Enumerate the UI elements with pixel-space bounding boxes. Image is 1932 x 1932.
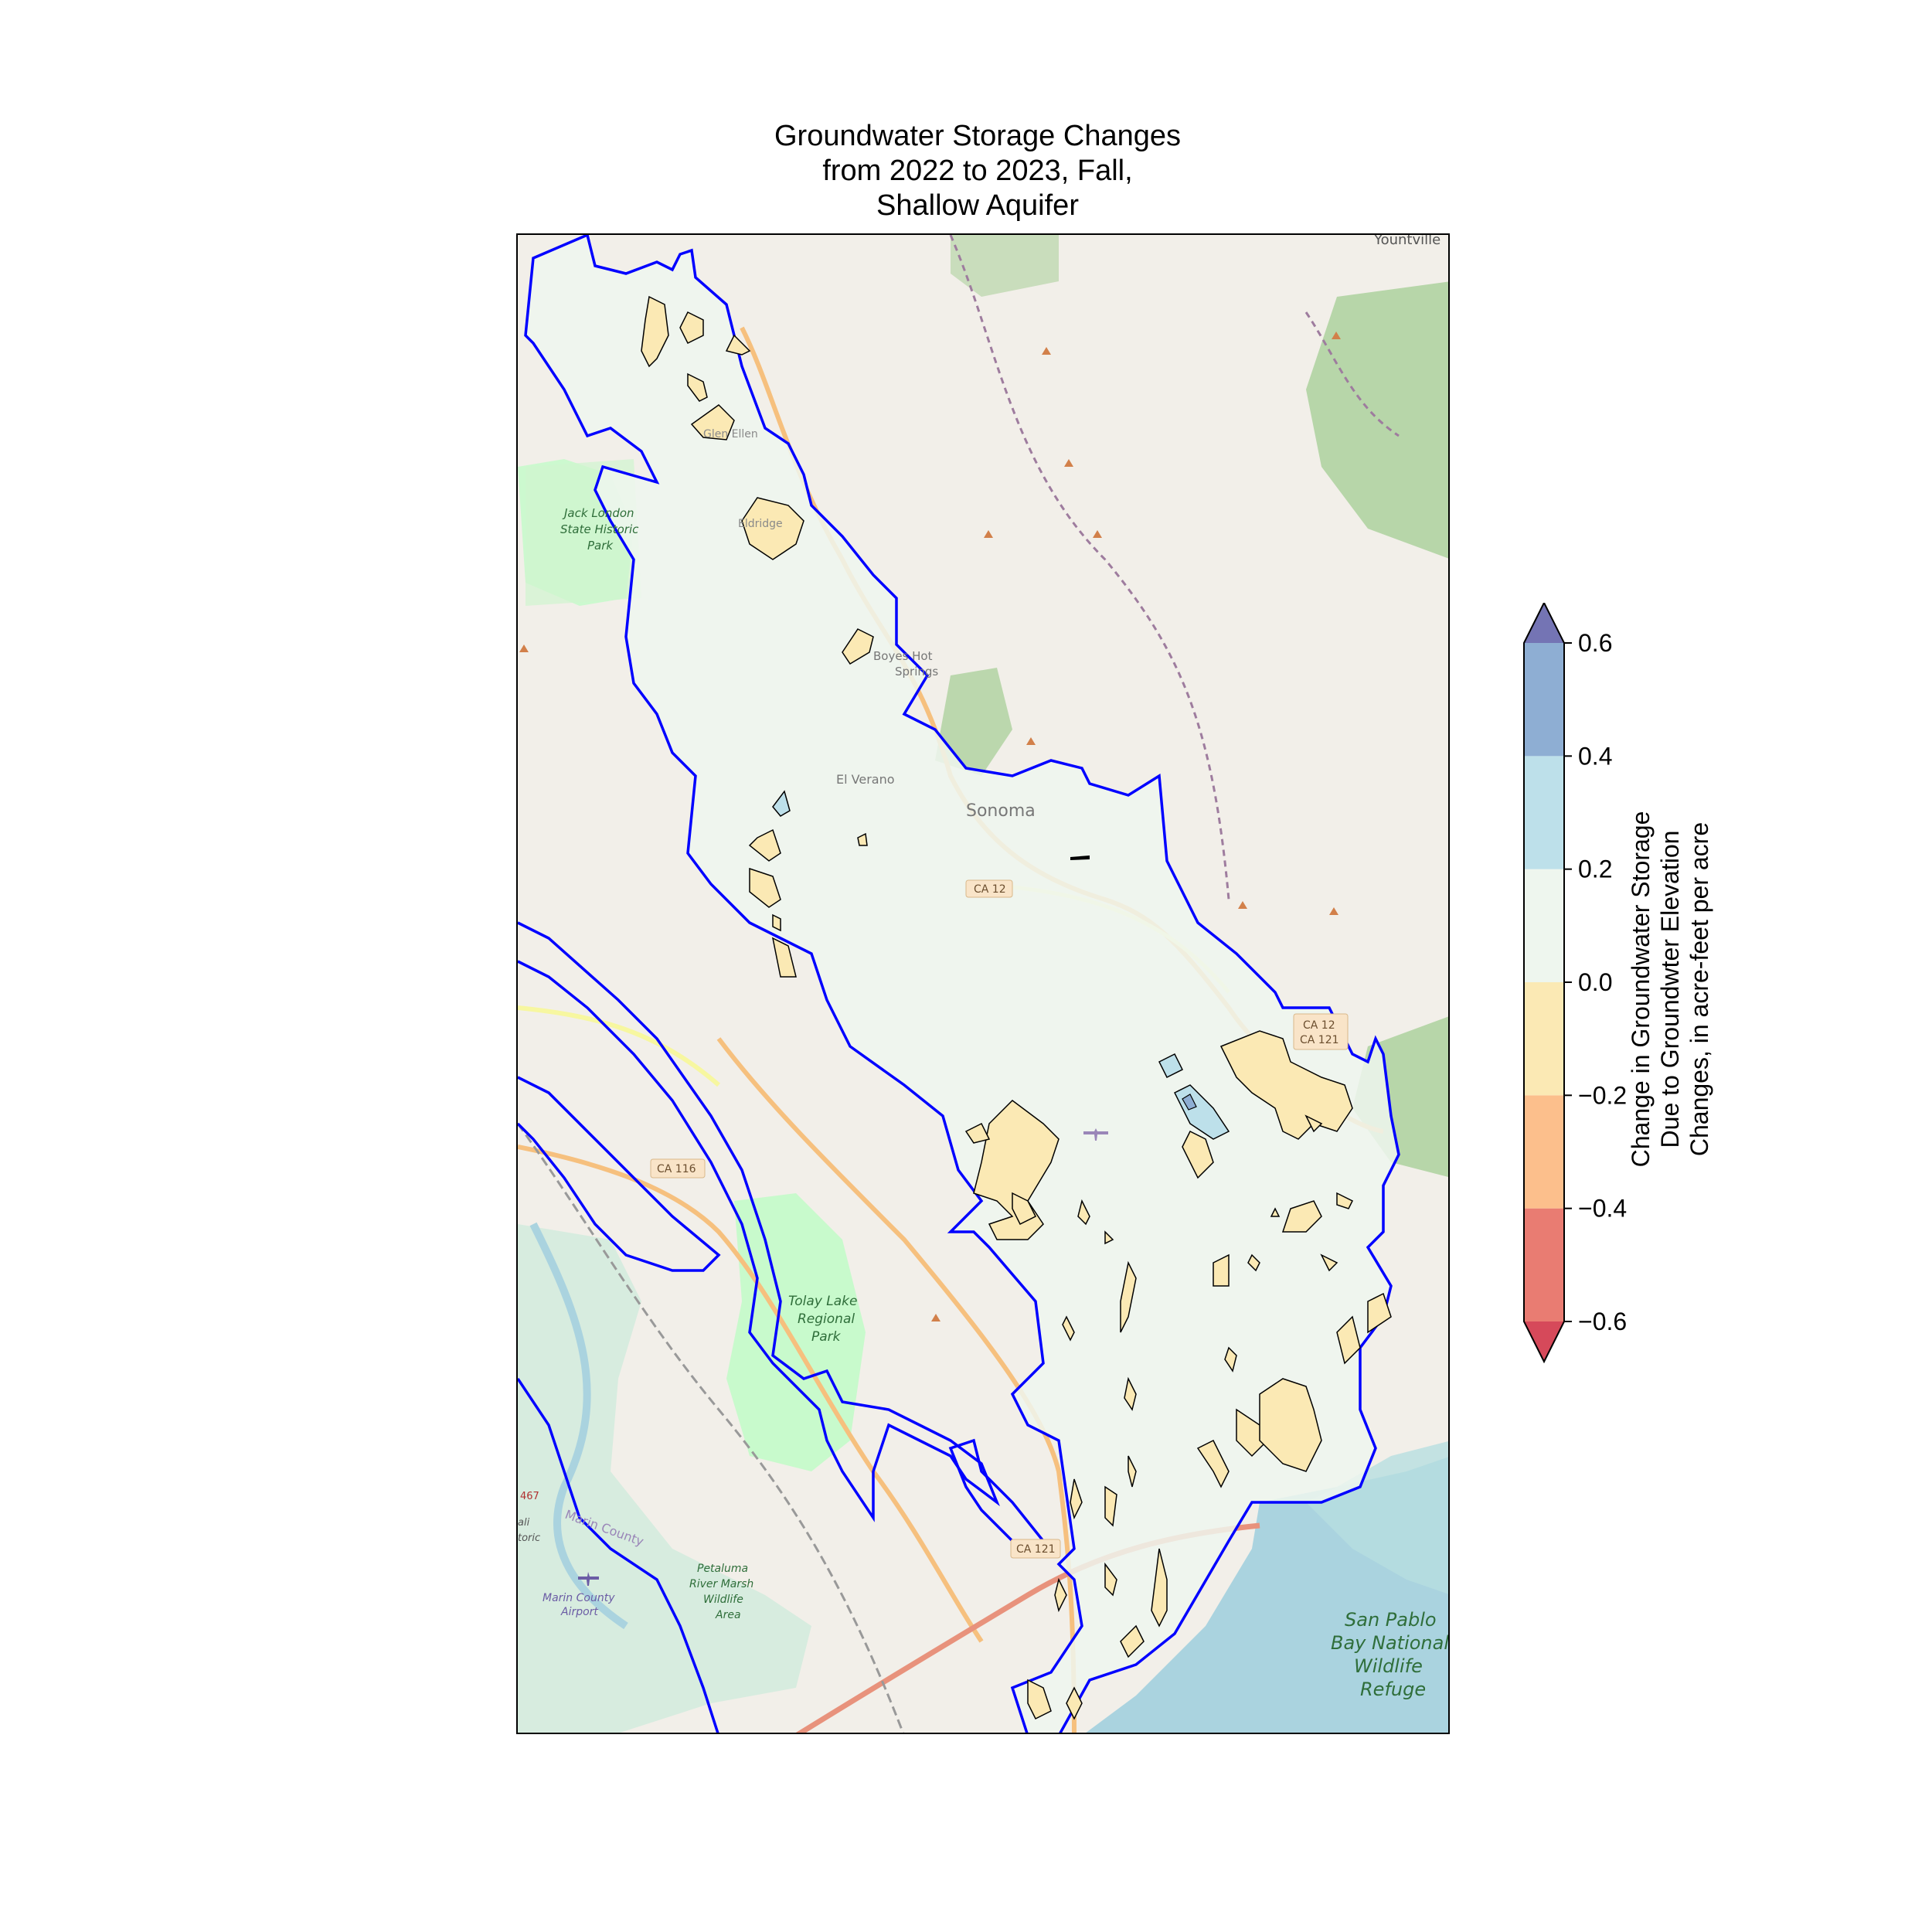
label-ca116: CA 116 xyxy=(657,1163,696,1175)
subbasin-west-boundary-1 xyxy=(518,921,1000,1522)
label-tolay-3: Park xyxy=(811,1329,842,1345)
colorbar-label-line-1: Change in Groundwater Storage xyxy=(1627,811,1655,1168)
label-petaluma-2: River Marsh xyxy=(689,1578,753,1590)
railroad xyxy=(518,1123,905,1733)
colorbar-segment xyxy=(1524,1208,1564,1321)
shield-ca12: CA 12 xyxy=(965,879,1013,898)
colorbar: 0.6 0.4 0.2 0.0 −0.2 −0.4 −0.6 Change in Groun… xyxy=(1523,603,1713,1364)
forest-north xyxy=(951,235,1059,297)
label-san-pablo-1: San Pablo xyxy=(1345,1609,1437,1631)
county-border xyxy=(949,235,1230,900)
colorbar-segment xyxy=(1524,869,1564,982)
bay-marsh-east xyxy=(1306,1441,1448,1594)
colorbar-ticks: 0.6 0.4 0.2 0.0 −0.2 −0.4 −0.6 xyxy=(1564,629,1627,1335)
petaluma-river xyxy=(529,1222,628,1630)
label-marin-airport-1: Marin County xyxy=(543,1592,615,1604)
label-san-pablo-4: Refuge xyxy=(1360,1679,1426,1700)
title-line-3: Shallow Aquifer xyxy=(876,189,1079,222)
subbasin-main-boundary xyxy=(524,235,1400,1733)
airport-icon-sonoma xyxy=(1083,1128,1108,1141)
shield-ca121: CA 121 xyxy=(1010,1539,1061,1559)
colorbar-tick-label: 0.2 xyxy=(1578,855,1612,883)
colorbar-tick-label: 0.0 xyxy=(1578,968,1612,996)
subbasin-main-fill xyxy=(526,235,1399,1733)
label-eldridge: Eldridge xyxy=(738,518,783,530)
colorbar-segment xyxy=(1524,643,1564,757)
colorbar-label-line-3: Changes, in acre-feet per acre xyxy=(1685,822,1713,1156)
colorbar-segment xyxy=(1524,1095,1564,1209)
label-san-pablo-2: Bay National xyxy=(1331,1632,1449,1654)
label-boyes-1: Boyes Hot xyxy=(873,649,933,663)
peak-markers xyxy=(519,332,1341,1321)
label-tolay-2: Regional xyxy=(798,1311,855,1327)
label-sonoma: Sonoma xyxy=(966,801,1036,821)
label-petaluma-3: Wildlife xyxy=(703,1594,743,1606)
label-hwy-467: 467 xyxy=(520,1491,539,1502)
petaluma-marsh xyxy=(518,1224,811,1733)
subbasin-sw-boundary xyxy=(518,1378,719,1733)
map-panel: Yountville Jack London State Historic Pa… xyxy=(516,233,1450,1734)
title-line-2: from 2022 to 2023, Fall, xyxy=(822,155,1133,187)
label-yountville: Yountville xyxy=(1373,235,1440,248)
forest-central xyxy=(935,668,1012,776)
label-boyes-2: Springs xyxy=(895,665,938,679)
airport-icon-marin xyxy=(578,1572,599,1586)
forest-northeast xyxy=(1306,281,1448,559)
colorbar-label-line-2: Due to Groundwter Elevation xyxy=(1656,831,1684,1148)
label-jack-london-1: Jack London xyxy=(562,506,634,520)
colorbar-segment xyxy=(1524,982,1564,1096)
subbasin-west-boundary-2 xyxy=(518,1076,721,1272)
label-marin-historic-1: ali xyxy=(518,1517,530,1529)
label-glen-ellen: Glen Ellen xyxy=(703,428,758,440)
colorbar-extend-min xyxy=(1524,1321,1564,1362)
label-petaluma-1: Petaluma xyxy=(697,1563,748,1575)
increase-contours-core xyxy=(1182,1094,1197,1111)
colorbar-tick-label: −0.6 xyxy=(1578,1308,1627,1335)
label-jack-london-3: Park xyxy=(587,539,614,553)
colorbar-tick-label: 0.6 xyxy=(1578,629,1612,657)
road-ca116 xyxy=(518,1145,984,1643)
shield-ca12-121: CA 12 CA 121 xyxy=(1293,1013,1349,1050)
label-tolay-1: Tolay Lake xyxy=(788,1294,857,1309)
colorbar-segment xyxy=(1524,756,1564,869)
colorbar-body xyxy=(1523,603,1565,1364)
small-contour-sliver xyxy=(1070,855,1090,860)
title-line-1: Groundwater Storage Changes xyxy=(774,120,1181,152)
road-west-yellow xyxy=(518,1005,720,1087)
colorbar-tick-label: −0.4 xyxy=(1578,1195,1627,1223)
label-marin-historic-2: toric xyxy=(518,1532,540,1544)
colorbar-tick-label: −0.2 xyxy=(1578,1081,1627,1109)
county-border-2 xyxy=(1304,311,1400,437)
decline-contours xyxy=(641,295,1392,1720)
basemap-svg: Yountville Jack London State Historic Pa… xyxy=(518,235,1449,1733)
label-ca12: CA 12 xyxy=(974,883,1006,896)
label-jack-london-2: State Historic xyxy=(560,522,639,536)
label-el-verano: El Verano xyxy=(836,772,895,787)
label-san-pablo-3: Wildlife xyxy=(1354,1655,1423,1677)
colorbar-tick-label: 0.4 xyxy=(1578,742,1612,770)
label-ca121: CA 121 xyxy=(1016,1543,1056,1556)
label-ca12-121-a: CA 12 xyxy=(1303,1019,1335,1032)
label-petaluma-4: Area xyxy=(715,1609,741,1621)
colorbar-extend-max xyxy=(1524,603,1564,643)
colorbar-label: Change in Groundwater Storage Due to Gro… xyxy=(1627,811,1713,1168)
label-ca12-121-b: CA 121 xyxy=(1300,1034,1339,1046)
shield-ca116: CA 116 xyxy=(650,1158,706,1179)
label-marin-airport-2: Airport xyxy=(560,1606,598,1618)
